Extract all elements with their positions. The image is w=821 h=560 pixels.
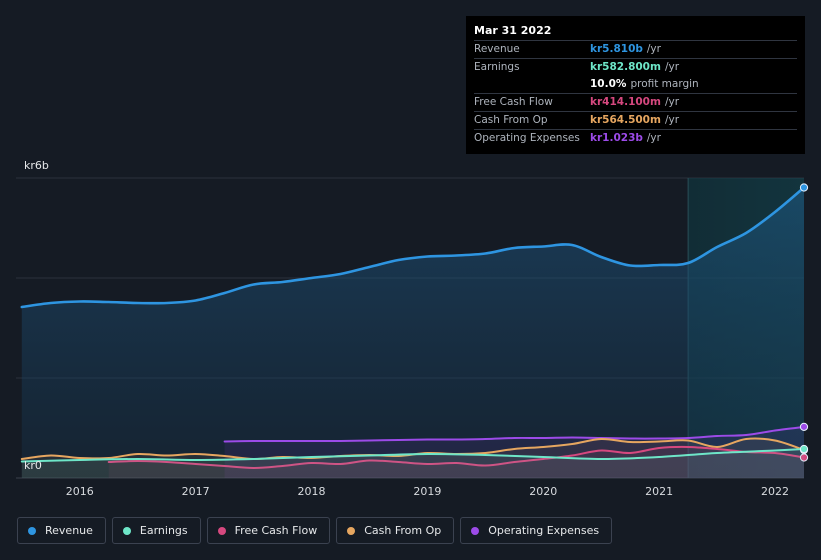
tooltip-unit: /yr (664, 114, 680, 126)
tooltip-value: kr5.810b (590, 43, 643, 55)
legend-dot-icon (217, 526, 226, 535)
earnings-area (21, 449, 805, 478)
tooltip-row: Revenue kr5.810b/yr (474, 40, 797, 58)
tooltip-date: Mar 31 2022 (474, 24, 552, 37)
earnings-end-marker (799, 444, 809, 454)
tooltip-label (474, 76, 590, 93)
x-tick-label: 2019 (413, 485, 441, 498)
legend-dot-icon (347, 526, 356, 535)
tooltip-label: Cash From Op (474, 114, 548, 126)
legend-dot-icon (28, 526, 36, 535)
tooltip-row: Earnings kr582.800m/yr (474, 58, 797, 76)
legend-item-revenue[interactable]: Revenue (17, 517, 106, 544)
tooltip-row: Cash From Op kr564.500m/yr (474, 111, 797, 129)
x-tick-label: 2018 (298, 485, 326, 498)
tooltip-value: kr1.023b (590, 132, 643, 144)
free-cash-flow-line (107, 445, 805, 469)
tooltip-unit: /yr (646, 132, 661, 144)
x-tick-label: 2020 (529, 485, 557, 498)
x-tick-label: 2022 (761, 485, 789, 498)
tooltip-value: kr414.100m (590, 96, 661, 108)
y-axis-top-label: kr6b (24, 159, 49, 172)
tooltip-value: kr564.500m (590, 114, 661, 126)
tooltip-row: 10.0% profit margin (474, 76, 797, 93)
legend-item-earnings[interactable]: Earnings (111, 517, 201, 544)
legend-label: Revenue (45, 524, 93, 537)
legend-label: Operating Expenses (488, 524, 600, 537)
tooltip-value: 10.0% (590, 78, 627, 90)
tooltip-row: Operating Expenses kr1.023b/yr (474, 129, 797, 147)
tooltip-label: Free Cash Flow (474, 96, 553, 108)
legend-label: Cash From Op (364, 524, 442, 537)
legend-item-free-cash-flow[interactable]: Free Cash Flow (206, 517, 331, 544)
legend-dot-icon (471, 526, 480, 535)
tooltip-unit: /yr (664, 61, 680, 73)
cash-from-op-area (21, 438, 805, 478)
tooltip-unit: /yr (646, 43, 661, 55)
tooltip-value: kr582.800m (590, 61, 661, 73)
legend: Revenue Earnings Free Cash Flow Cash From O… (17, 517, 613, 544)
y-axis-bottom-label: kr0 (24, 459, 42, 472)
free-cash-flow-end-marker (799, 453, 809, 462)
operating-expenses-area (224, 426, 805, 478)
legend-item-operating-expenses[interactable]: Operating Expenses (460, 517, 613, 544)
free-cash-flow-area (108, 446, 804, 478)
revenue-line (20, 186, 806, 309)
tooltip-label: Revenue (474, 43, 520, 55)
x-tick-label: 2021 (645, 485, 673, 498)
legend-dot-icon (122, 526, 131, 535)
tooltip-unit: profit margin (630, 78, 699, 90)
legend-label: Earnings (139, 524, 188, 537)
operating-expenses-end-marker (799, 422, 809, 431)
x-axis-ticks: 2016 2017 2018 2019 2020 2021 2022 (66, 485, 789, 498)
x-tick-label: 2017 (182, 485, 210, 498)
legend-item-cash-from-op[interactable]: Cash From Op (336, 517, 455, 544)
tooltip-label: Earnings (474, 61, 520, 73)
series-group (20, 183, 809, 478)
revenue-end-marker (799, 183, 809, 192)
legend-label: Free Cash Flow (234, 524, 318, 537)
earnings-line (20, 448, 805, 463)
tooltip-row: Free Cash Flow kr414.100m/yr (474, 93, 797, 111)
revenue-area (21, 187, 805, 478)
tooltip-panel: Mar 31 2022 Revenue kr5.810b/yr Earnings kr… (466, 16, 805, 154)
x-tick-label: 2016 (66, 485, 94, 498)
operating-expenses-line (223, 425, 805, 443)
tooltip-unit: /yr (664, 96, 680, 108)
tooltip-label: Operating Expenses (474, 132, 580, 144)
